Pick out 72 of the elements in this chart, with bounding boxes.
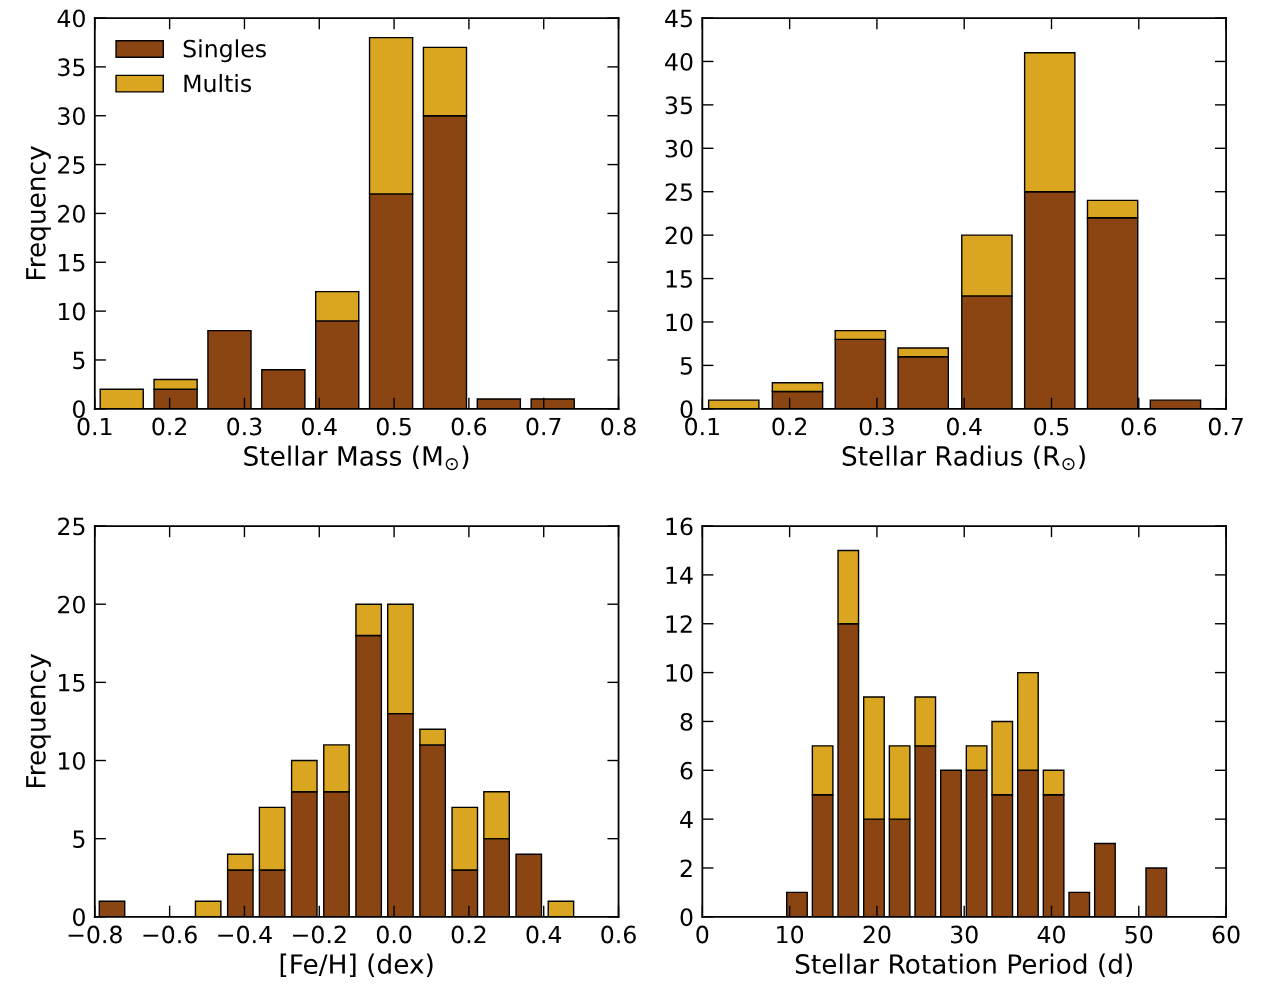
x-tick-label: 10 [777,925,804,944]
y-tick-label: 40 [57,9,85,28]
y-tick-label: 0 [73,400,85,419]
x-tick-label: 0.3 [859,417,894,436]
y-tick-label: 45 [665,9,692,28]
y-tick-label: 30 [58,107,85,126]
y-tick-label: 10 [666,313,693,332]
x-tick-label: 0.3 [227,417,262,436]
x-tick-label: 60 [1212,925,1240,944]
x-axis-title: Stellar Mass (M$_{⊙}$) [244,445,469,471]
x-axis-title: [Fe/H] (dex) [280,953,433,978]
x-tick-label: −0.8 [68,925,122,944]
x-tick-label: 0.1 [685,417,719,436]
x-tick-label: −0.4 [218,925,272,944]
y-tick-label: 15 [59,254,85,272]
y-tick-label: 8 [680,712,693,731]
y-tick-label: 5 [73,351,85,370]
y-tick-label: 25 [665,183,692,202]
x-tick-label: 0 [696,925,709,944]
y-axis-title: Frequency [26,654,51,788]
x-tick-label: 0.4 [946,417,982,436]
y-tick-label: 35 [58,58,85,77]
y-tick-label: 20 [58,204,85,223]
x-tick-label: 0.2 [451,925,486,944]
y-tick-label: 10 [59,751,85,770]
y-tick-label: 15 [59,674,85,692]
y-axis-title: Frequency [26,146,51,279]
y-tick-label: 6 [680,761,693,780]
y-tick-label: 20 [665,226,693,245]
x-axis-title: Stellar Radius (R$_{⊙}$) [842,445,1085,471]
x-tick-label: 30 [950,925,978,944]
y-tick-label: 0 [73,908,85,927]
x-tick-label: 0.6 [601,925,636,944]
x-tick-label: 0.5 [1034,417,1069,436]
y-tick-label: 10 [59,302,85,321]
x-tick-label: 0.6 [451,417,487,436]
y-tick-label: 20 [58,595,85,614]
y-tick-label: 4 [680,810,693,829]
legend-label: Multis [184,73,252,93]
x-tick-label: 0.0 [376,925,412,944]
y-tick-label: 0 [680,908,693,927]
y-tick-label: 12 [666,615,692,633]
y-tick-label: 2 [680,859,692,877]
y-tick-label: 25 [58,517,85,536]
legend-label: Singles [183,39,266,63]
x-tick-label: 0.6 [1121,417,1157,436]
x-tick-label: 40 [1037,925,1065,944]
x-tick-label: 0.4 [302,417,337,436]
y-tick-label: 40 [665,52,693,71]
x-tick-label: −0.6 [143,925,197,944]
x-tick-label: 0.7 [1208,417,1243,436]
x-tick-label: 20 [863,925,891,944]
y-tick-label: 0 [680,400,693,419]
y-tick-label: 25 [58,156,85,174]
y-tick-label: 5 [680,357,692,375]
x-tick-label: 0.1 [77,417,112,436]
x-tick-label: 0.2 [772,417,807,436]
y-tick-label: 5 [73,830,85,848]
x-tick-label: 0.4 [526,925,562,944]
y-tick-label: 16 [666,517,693,536]
y-tick-label: 14 [666,566,693,584]
y-tick-label: 10 [666,664,693,682]
x-tick-label: 0.8 [601,417,636,436]
x-axis-title: Stellar Rotation Period (d) [795,953,1133,978]
x-tick-label: 0.5 [376,417,411,436]
x-tick-label: 0.7 [526,417,561,436]
y-tick-label: 30 [665,139,693,158]
y-tick-label: 15 [666,270,692,288]
x-tick-label: 50 [1125,925,1153,944]
x-tick-label: 0.2 [152,417,187,436]
y-tick-label: 35 [665,96,692,115]
x-tick-label: −0.2 [293,925,346,944]
